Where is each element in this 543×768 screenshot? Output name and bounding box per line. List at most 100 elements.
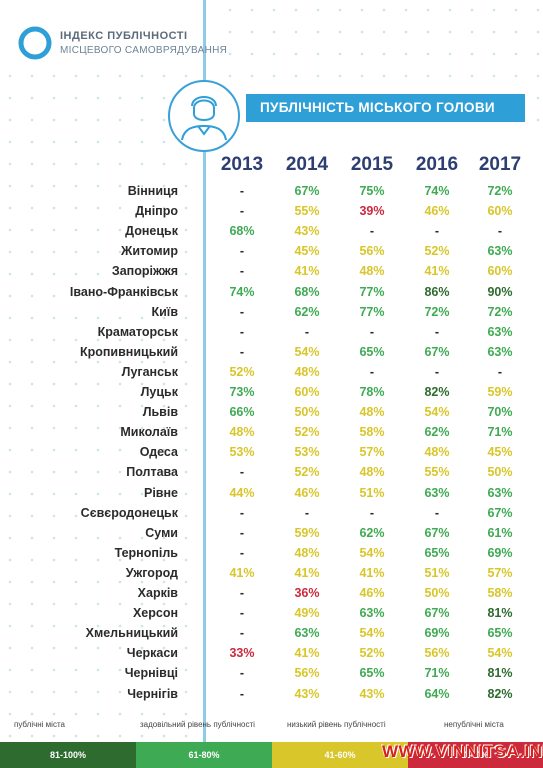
score-cell: 62% <box>359 525 385 540</box>
score-cell: 33% <box>229 646 255 661</box>
score-cell: 53% <box>294 445 320 460</box>
score-cell: 59% <box>294 525 320 540</box>
table-row: Дніпро - 55% 39% 46% 60% <box>0 201 543 221</box>
city-name: Краматорськ <box>97 324 178 339</box>
score-cell: 54% <box>294 344 320 359</box>
table-row: Полтава - 52% 48% 55% 50% <box>0 462 543 482</box>
score-cell: 81% <box>487 606 513 621</box>
score-cell: 63% <box>424 485 450 500</box>
score-cell: - <box>369 364 375 379</box>
city-name: Кропивницький <box>79 344 178 359</box>
table-row: Чернігів - 43% 43% 64% 82% <box>0 684 543 704</box>
score-cell: 52% <box>229 364 255 379</box>
score-cell: 58% <box>359 425 385 440</box>
score-cell: 39% <box>359 204 385 219</box>
score-cell: 63% <box>294 626 320 641</box>
score-cell: 36% <box>294 586 320 600</box>
score-cell: - <box>369 224 375 239</box>
score-cell: - <box>369 324 375 339</box>
table-row: Рівне 44% 46% 51% 63% 63% <box>0 483 543 503</box>
score-cell: 41% <box>359 565 385 580</box>
score-cell: 43% <box>294 224 320 239</box>
score-cell: 64% <box>424 686 450 701</box>
year-2015: 2015 <box>350 154 394 175</box>
score-cell: 74% <box>424 184 450 198</box>
legend: публічні міста задовільний рівень публіч… <box>0 718 543 768</box>
table-row: Черкаси 33% 41% 52% 56% 54% <box>0 643 543 663</box>
score-cell: - <box>239 606 245 621</box>
city-name: Сєвєродонецьк <box>80 505 178 520</box>
score-cell: 78% <box>359 385 385 399</box>
score-cell: 65% <box>487 626 513 641</box>
score-cell: 77% <box>359 304 385 319</box>
score-cell: 56% <box>424 646 450 661</box>
table-row: Одеса 53% 53% 57% 48% 45% <box>0 442 543 462</box>
brand-subtitle: МІСЦЕВОГО САМОВРЯДУВАННЯ <box>60 45 228 56</box>
score-cell: 44% <box>229 485 255 500</box>
year-2016: 2016 <box>415 154 459 175</box>
city-name: Чернівці <box>124 666 178 681</box>
city-name: Ужгород <box>125 565 178 580</box>
table-row: Херсон - 49% 63% 67% 81% <box>0 603 543 623</box>
table-row: Вінниця - 67% 75% 74% 72% <box>0 181 543 201</box>
score-cell: - <box>239 666 245 681</box>
score-cell: 60% <box>487 264 513 279</box>
index-logo-icon <box>18 26 52 60</box>
score-cell: - <box>239 525 245 540</box>
year-2017: 2017 <box>478 154 522 175</box>
city-name: Черкаси <box>126 646 178 661</box>
score-cell: 43% <box>294 686 320 701</box>
score-cell: 72% <box>487 184 513 198</box>
score-cell: 52% <box>294 465 320 480</box>
score-cell: 75% <box>359 184 385 198</box>
score-cell: 62% <box>424 425 450 440</box>
score-cell: 59% <box>487 385 513 399</box>
score-cell: 54% <box>424 405 450 420</box>
score-cell: 48% <box>359 264 385 279</box>
city-name: Чернігів <box>127 686 178 701</box>
table-row: Кропивницький - 54% 65% 67% 63% <box>0 342 543 362</box>
city-name: Дніпро <box>135 204 178 219</box>
score-cell: 41% <box>294 646 320 661</box>
score-cell: 45% <box>487 445 513 460</box>
city-name: Житомир <box>121 244 178 259</box>
score-cell: - <box>239 344 245 359</box>
score-cell: 57% <box>359 445 385 460</box>
score-cell: 69% <box>424 626 450 641</box>
score-cell: 68% <box>294 284 320 299</box>
score-cell: 49% <box>294 606 320 621</box>
score-cell: 46% <box>424 204 450 219</box>
score-cell: 56% <box>294 666 320 681</box>
score-cell: 48% <box>294 364 320 379</box>
score-cell: 70% <box>487 405 513 420</box>
score-cell: - <box>239 686 245 701</box>
score-cell: 55% <box>294 204 320 219</box>
score-cell: 67% <box>424 606 450 621</box>
score-cell: 60% <box>294 385 320 399</box>
table-row: Запоріжжя - 41% 48% 41% 60% <box>0 261 543 281</box>
score-cell: 65% <box>424 545 450 560</box>
score-cell: 57% <box>487 565 513 580</box>
score-cell: 63% <box>487 324 513 339</box>
score-cell: - <box>239 465 245 480</box>
score-cell: - <box>239 324 245 339</box>
score-cell: - <box>239 204 245 219</box>
table-row: Тернопіль - 48% 54% 65% 69% <box>0 543 543 563</box>
legend-range-low: 41-60% <box>272 742 408 768</box>
score-cell: - <box>434 324 440 339</box>
table-row: Івано-Франківськ 74% 68% 77% 86% 90% <box>0 282 543 302</box>
score-cell: 67% <box>424 525 450 540</box>
score-cell: 48% <box>294 545 320 560</box>
score-cell: - <box>239 184 245 198</box>
score-cell: 54% <box>359 626 385 641</box>
legend-label-public: публічні міста <box>14 720 65 729</box>
score-cell: 53% <box>229 445 255 460</box>
score-cell: - <box>239 304 245 319</box>
legend-range-public: 81-100% <box>0 742 136 768</box>
table-row: Житомир - 45% 56% 52% 63% <box>0 241 543 261</box>
city-name: Хмельницький <box>85 626 178 641</box>
table-row: Краматорськ - - - - 63% <box>0 322 543 342</box>
score-cell: 52% <box>359 646 385 661</box>
table-row: Донецьк 68% 43% - - - <box>0 221 543 241</box>
score-cell: 50% <box>294 405 320 420</box>
